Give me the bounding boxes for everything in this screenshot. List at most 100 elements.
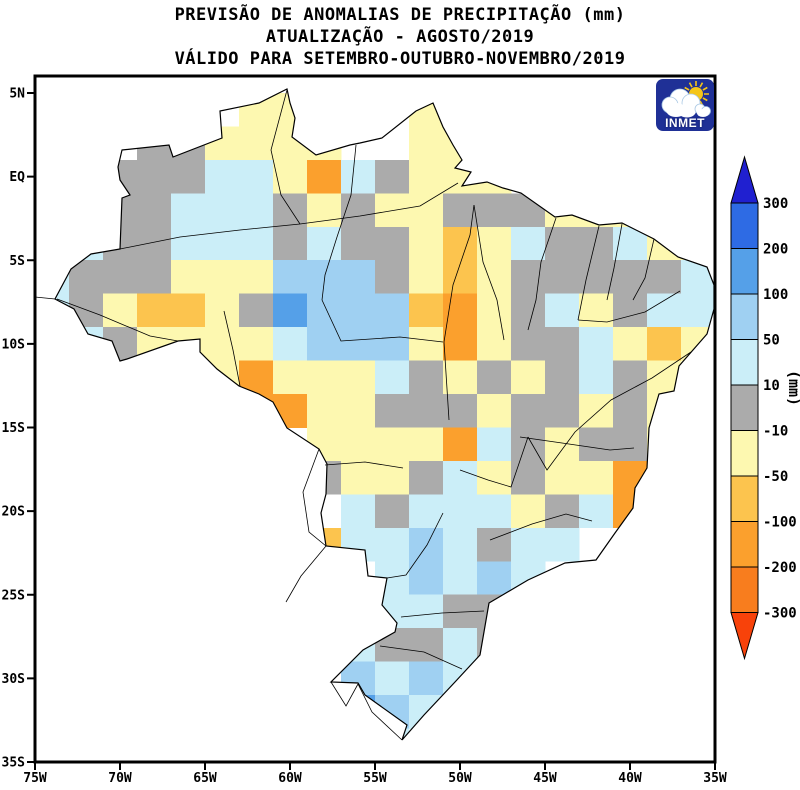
anomaly-cell (443, 527, 478, 562)
anomaly-cell (477, 260, 512, 294)
anomaly-cell (579, 360, 614, 395)
colorbar-segment (730, 384, 759, 431)
title-update-line: ATUALIZAÇÃO - AGOSTO/2019 (265, 27, 535, 47)
anomaly-cell (443, 92, 478, 127)
y-axis-label: 25S (2, 588, 26, 603)
anomaly-cell (443, 226, 478, 261)
anomaly-cell (137, 126, 172, 161)
anomaly-cell (341, 527, 376, 562)
state-border-line (527, 217, 557, 331)
state-border-line (577, 225, 600, 321)
anomaly-cell (579, 226, 614, 261)
anomaly-cell (443, 260, 478, 294)
state-border-line (302, 448, 327, 547)
anomaly-cell (137, 260, 172, 294)
anomaly-cell (137, 293, 172, 328)
anomaly-cell (375, 394, 410, 428)
x-axis-label: 50W (448, 771, 472, 786)
state-border-line (285, 545, 327, 603)
anomaly-cell (205, 126, 240, 161)
anomaly-grid (55, 92, 714, 740)
anomaly-cell (375, 260, 410, 294)
anomaly-cell (613, 427, 648, 462)
anomaly-cell (273, 360, 308, 395)
title-valid-line: VÁLIDO PARA SETEMBRO-OUTUBRO-NOVEMBRO/20… (174, 49, 626, 69)
anomaly-cell (137, 226, 172, 261)
y-axis-label: 10S (2, 337, 26, 352)
anomaly-cell (341, 159, 376, 194)
anomaly-cell (55, 260, 70, 294)
anomaly-cell (545, 226, 580, 261)
anomaly-cell (205, 293, 240, 328)
anomaly-cell (545, 394, 580, 428)
inmet-logo: INMET (656, 79, 714, 131)
anomaly-cell (443, 293, 478, 328)
anomaly-cell (273, 327, 308, 361)
anomaly-cell (613, 293, 648, 328)
anomaly-cell (545, 460, 580, 495)
anomaly-cell (307, 327, 342, 361)
y-axis-label: 5S (9, 254, 25, 269)
anomaly-cell (477, 193, 512, 228)
anomaly-cell (647, 293, 682, 328)
anomaly-cell (511, 327, 546, 361)
anomaly-cell (647, 394, 682, 428)
colorbar-level-label: -200 (763, 560, 797, 576)
y-axis-label: 30S (2, 672, 26, 687)
anomaly-cell (511, 561, 546, 595)
anomaly-cell (171, 193, 206, 228)
anomaly-cell (443, 360, 478, 395)
anomaly-cell (409, 193, 444, 228)
anomaly-cell (273, 193, 308, 228)
anomaly-cell (409, 527, 444, 562)
anomaly-cell (477, 394, 512, 428)
anomaly-cell (375, 193, 410, 228)
x-axis-label: 45W (533, 771, 557, 786)
anomaly-cell (647, 260, 682, 294)
anomaly-cell (409, 360, 444, 395)
x-axis-label: 70W (108, 771, 132, 786)
anomaly-cell (477, 427, 512, 462)
anomaly-cell (375, 159, 410, 194)
anomaly-cell (273, 260, 308, 294)
anomaly-cell (477, 360, 512, 395)
anomaly-cell (647, 427, 682, 462)
anomaly-cell (341, 494, 376, 529)
anomaly-cell (409, 561, 444, 595)
anomaly-cell (545, 293, 580, 328)
state-border-line (357, 683, 403, 741)
anomaly-cell (239, 327, 274, 361)
anomaly-cell (137, 193, 172, 228)
y-axis-label: 35S (2, 756, 26, 771)
anomaly-cell (341, 695, 376, 729)
anomaly-cell (443, 661, 478, 696)
colorbar-arrow-top (730, 155, 759, 204)
anomaly-cell (443, 628, 478, 662)
state-border-line (527, 351, 692, 471)
anomaly-cell (545, 527, 580, 562)
y-axis-label: 15S (2, 421, 26, 436)
anomaly-cell (409, 260, 444, 294)
anomaly-cell (205, 327, 240, 361)
anomaly-cell (69, 327, 104, 361)
y-axis-label: 5N (9, 87, 25, 102)
anomaly-cell (681, 226, 714, 261)
anomaly-cell (239, 226, 274, 261)
inmet-logo-text: INMET (665, 116, 705, 130)
anomaly-cell (273, 159, 308, 194)
anomaly-cell (171, 159, 206, 194)
cloud-icon (661, 88, 711, 118)
anomaly-cell (511, 527, 546, 562)
state-border-line (632, 238, 655, 301)
anomaly-cell (375, 427, 410, 462)
anomaly-cell (341, 226, 376, 261)
anomaly-cell (341, 427, 376, 462)
anomaly-cell (409, 427, 444, 462)
anomaly-cell (579, 460, 614, 495)
anomaly-cell (375, 226, 410, 261)
anomaly-cell (579, 193, 614, 228)
anomaly-cell (69, 226, 104, 261)
anomaly-cell (545, 327, 580, 361)
colorbar-segment (730, 202, 759, 249)
